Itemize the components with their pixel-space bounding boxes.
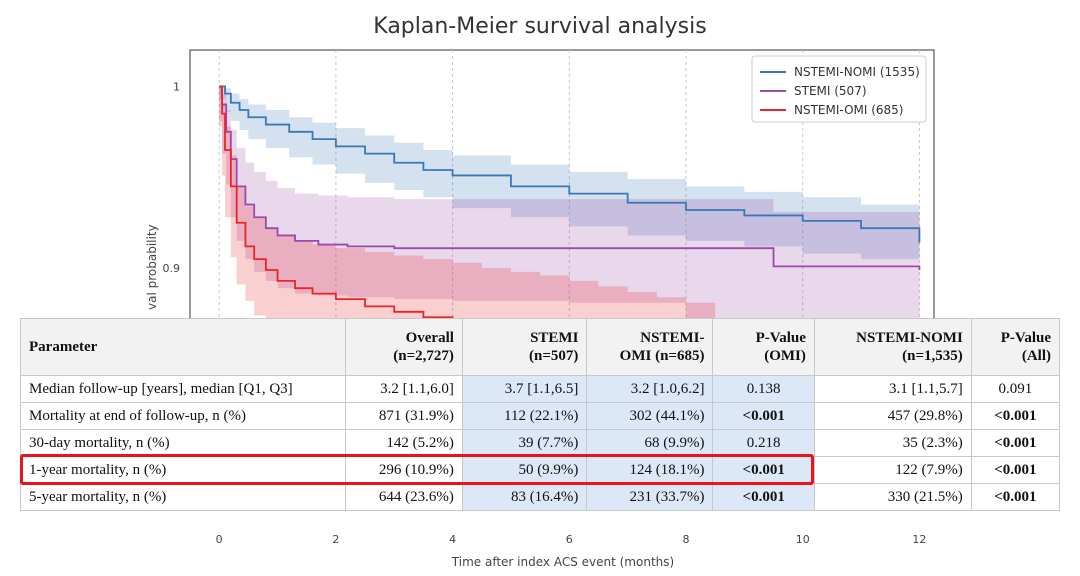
header-overall: Overall (n=2,727) [345,318,463,376]
cell-stemi: 112 (22.1%) [461,402,588,430]
cell-parameter: 5-year mortality, n (%) [19,483,347,511]
cell-omi: 68 (9.9%) [586,429,714,457]
survival-curves [219,85,921,318]
cell-p-omi: <0.001 [712,483,815,511]
results-table: Parameter Overall (n=2,727) STEMI (n=507) N… [19,318,1061,511]
cell-omi: 302 (44.1%) [586,402,714,430]
y-axis-label: val probability [145,224,159,310]
table-body: Median follow-up [years], median [Q1, Q3… [19,375,1061,511]
chart-title: Kaplan-Meier survival analysis [373,14,707,39]
table-row: Mortality at end of follow-up, n (%) 871 … [19,402,1061,430]
cell-overall: 142 (5.2%) [345,429,463,457]
ci-band-nstemi-nomi [219,86,920,269]
cell-omi: 3.2 [1.0,6.2] [586,375,714,403]
cell-stemi: 83 (16.4%) [461,483,588,511]
ci-band-nstemi-omi [219,86,716,318]
y-tick-label: 0.9 [163,262,181,275]
cell-overall: 871 (31.9%) [345,402,463,430]
cell-overall: 3.2 [1.1,6.0] [345,375,463,403]
x-tick-label: 4 [449,533,456,546]
x-tick-label: 8 [683,533,690,546]
legend: NSTEMI-NOMI (1535) STEMI (507) NSTEMI-OMI … [751,55,927,123]
x-tick-label: 6 [566,533,573,546]
table-header-row: Parameter Overall (n=2,727) STEMI (n=507) N… [19,318,1061,376]
legend-label-nstemi-nomi: NSTEMI-NOMI (1535) [794,65,920,79]
survival-curve-stemi [219,85,921,270]
cell-p-all: <0.001 [970,456,1061,484]
cell-parameter: Mortality at end of follow-up, n (%) [19,402,347,430]
table-row: 5-year mortality, n (%) 644 (23.6%) 83 (16… [19,483,1061,511]
legend-label-nstemi-omi: NSTEMI-OMI (685) [794,103,903,117]
cell-stemi: 3.7 [1.1,6.5] [461,375,588,403]
confidence-bands [219,86,920,318]
header-param: Parameter [19,318,347,376]
ci-band-stemi [219,86,920,318]
cell-parameter: Median follow-up [years], median [Q1, Q3… [19,375,347,403]
cell-p-omi: <0.001 [712,402,815,430]
x-tick-labels: 0 2 4 6 8 10 12 [216,533,927,546]
x-tick-label: 2 [332,533,339,546]
cell-nomi: 330 (21.5%) [813,483,972,511]
legend-box [751,55,927,123]
header-omi: NSTEMI- OMI (n=685) [586,318,714,376]
cell-parameter: 30-day mortality, n (%) [19,429,347,457]
header-pomi: P-Value (OMI) [712,318,815,376]
cell-nomi: 122 (7.9%) [813,456,972,484]
cell-p-omi: 0.218 [712,429,815,457]
cell-p-all: <0.001 [970,402,1061,430]
y-tick-label: 1 [173,80,180,93]
cell-p-all: 0.091 [970,375,1061,403]
x-tick-label: 10 [796,533,810,546]
cell-p-all: <0.001 [970,483,1061,511]
cell-p-all: <0.001 [970,429,1061,457]
cell-nomi: 457 (29.8%) [813,402,972,430]
cell-stemi: 39 (7.7%) [461,429,588,457]
cell-nomi: 3.1 [1.1,5.7] [813,375,972,403]
y-tick-labels: 0.91 [163,80,181,275]
cell-overall: 296 (10.9%) [345,456,463,484]
cell-nomi: 35 (2.3%) [813,429,972,457]
cell-parameter: 1-year mortality, n (%) [19,456,347,484]
cell-stemi: 50 (9.9%) [461,456,588,484]
x-tick-label: 0 [216,533,223,546]
cell-p-omi: 0.138 [712,375,815,403]
survival-curve-nstemi-omi [219,85,454,318]
x-axis-label: Time after index ACS event (months) [451,555,674,569]
x-tick-label: 12 [912,533,926,546]
header-nomi: NSTEMI-NOMI (n=1,535) [813,318,972,376]
header-stemi: STEMI (n=507) [461,318,588,376]
header-pall: P-Value (All) [970,318,1061,376]
cell-omi: 124 (18.1%) [586,456,714,484]
table-row: 30-day mortality, n (%) 142 (5.2%) 39 (7.7… [19,429,1061,457]
cell-omi: 231 (33.7%) [586,483,714,511]
legend-label-stemi: STEMI (507) [794,84,867,98]
table-row: 1-year mortality, n (%) 296 (10.9%) 50 (9.… [19,456,1061,484]
cell-overall: 644 (23.6%) [345,483,463,511]
table-row: Median follow-up [years], median [Q1, Q3… [19,375,1061,403]
survival-curve-nstemi-nomi [219,85,921,243]
cell-p-omi: <0.001 [712,456,815,484]
